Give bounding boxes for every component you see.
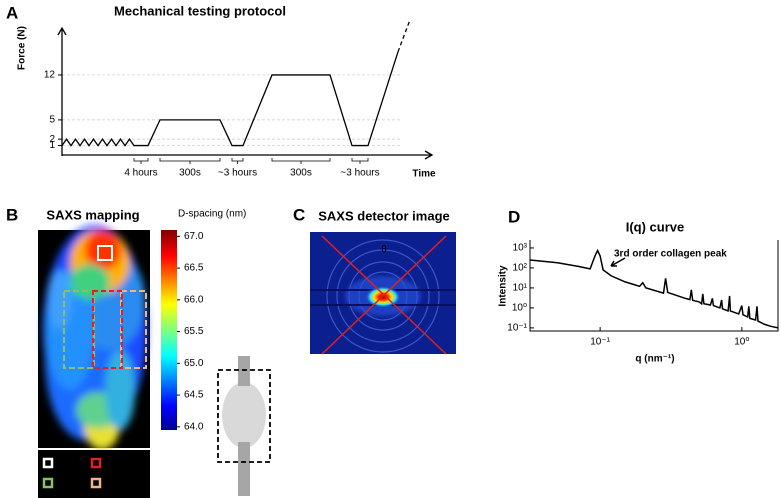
legend-swatch [42, 457, 54, 469]
map-region [48, 270, 72, 330]
legend-swatch [42, 477, 54, 489]
legend-swatch [90, 457, 102, 469]
colorbar [161, 230, 177, 430]
y-tick-label: 10⁻¹ [507, 323, 527, 334]
y-axis-label: Intensity [498, 265, 509, 307]
y-tick-label: 5 [49, 115, 55, 126]
colorbar-tick-label: 67.0 [184, 231, 204, 242]
annotation: ~3 hours [218, 168, 257, 179]
colorbar-tick-label: 65.5 [184, 326, 204, 337]
colorbar-tick-label: 66.0 [184, 294, 204, 305]
x-axis-label: q (nm⁻¹) [635, 354, 674, 365]
peak-annotation: 3rd order collagen peak [614, 249, 727, 260]
chart-title: SAXS mapping [46, 207, 139, 222]
annotation: 4 hours [124, 168, 157, 179]
schematic-tendon [222, 382, 266, 448]
colorbar-tick-label: 64.0 [184, 421, 204, 432]
roi-lateral [63, 290, 95, 369]
annotation: ~3 hours [340, 168, 379, 179]
time-brace [159, 158, 221, 164]
colorbar-tick-label: 66.5 [184, 263, 204, 274]
sector-line [321, 235, 447, 355]
colorbar-tick-label: 65.0 [184, 358, 204, 369]
y-tick-label: 10² [513, 263, 528, 274]
roi-central [92, 290, 123, 369]
map-region [70, 264, 110, 300]
legend-label: Lateral [57, 478, 88, 489]
time-brace [351, 158, 369, 164]
y-tick-label: 10¹ [513, 283, 528, 294]
y-tick-label: 10³ [513, 243, 528, 254]
y-tick-label: 12 [44, 70, 56, 81]
panel-letter: B [6, 205, 18, 224]
diffraction-ring [326, 239, 440, 353]
beam-center [365, 286, 401, 308]
panel-letter: A [6, 3, 18, 22]
annotation: 300s [290, 168, 312, 179]
time-brace [271, 158, 331, 164]
legend-label: Stump [57, 458, 86, 469]
intensity-curve [529, 248, 779, 329]
panels: A Mechanical testing protocol Force (N) Tim… [6, 3, 779, 498]
y-axis [57, 26, 67, 156]
time-brace [133, 158, 149, 164]
angle-label: θ [381, 245, 387, 256]
peak-arrow [610, 257, 626, 267]
roi-stump [97, 245, 113, 261]
schematic-box [217, 369, 271, 463]
time-brace [231, 158, 244, 164]
map-region [85, 230, 121, 270]
x-axis-label: Time [412, 169, 436, 180]
y-tick-label: 2 [49, 134, 55, 145]
x-tick-label: 10⁰ [734, 337, 749, 348]
panel-letter: D [508, 207, 520, 226]
y-tick-label: 10⁰ [512, 303, 527, 314]
diffraction-ring [336, 249, 430, 343]
legend-label: Medial [105, 478, 134, 489]
legend-label: Central [105, 458, 137, 469]
legend-swatch [90, 477, 102, 489]
x-axis [62, 150, 434, 160]
colorbar-tick-label: 64.5 [184, 390, 204, 401]
colorbar-label: D-spacing (nm) [178, 209, 246, 220]
x-tick-label: 10⁻¹ [590, 337, 610, 348]
y-axis-label: Force (N) [17, 26, 28, 70]
chart-title: I(q) curve [626, 219, 685, 234]
annotation: 300s [179, 168, 201, 179]
axes-box [529, 240, 779, 332]
y-tick-label: 1 [49, 140, 55, 151]
schematic-grip [238, 356, 250, 386]
panel-letter: C [293, 205, 305, 224]
protocol-line [61, 51, 399, 147]
map-region [105, 350, 135, 430]
schematic-grip [238, 442, 250, 496]
protocol-line [397, 19, 411, 53]
chart-title: Mechanical testing protocol [114, 3, 286, 18]
chart-title: SAXS detector image [318, 208, 450, 223]
